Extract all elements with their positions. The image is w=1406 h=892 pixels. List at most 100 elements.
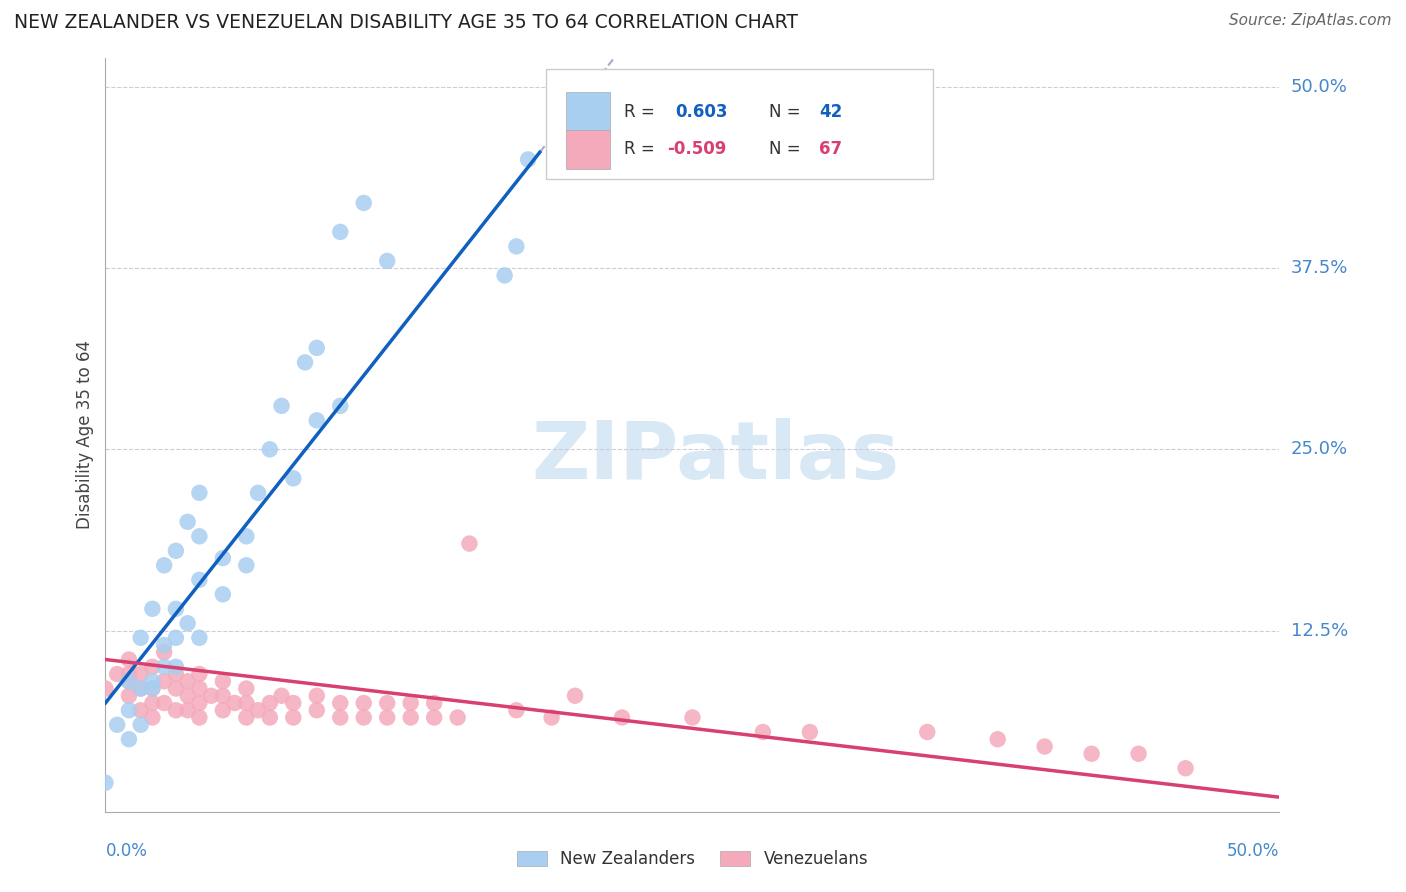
Text: 50.0%: 50.0% — [1291, 78, 1347, 96]
Point — [375, 710, 398, 724]
Point — [270, 689, 292, 703]
FancyBboxPatch shape — [565, 92, 610, 131]
Point — [129, 681, 152, 696]
Point — [188, 631, 211, 645]
Legend: New Zealanders, Venezuelans: New Zealanders, Venezuelans — [510, 844, 875, 875]
Text: Source: ZipAtlas.com: Source: ZipAtlas.com — [1229, 13, 1392, 29]
Point — [118, 667, 141, 681]
Point — [564, 689, 586, 703]
Point — [329, 225, 352, 239]
Point — [200, 689, 222, 703]
Point — [165, 544, 187, 558]
Point — [165, 703, 187, 717]
Text: N =: N = — [769, 140, 806, 159]
Point — [283, 471, 305, 485]
Point — [211, 587, 233, 601]
Point — [94, 681, 117, 696]
Point — [235, 558, 257, 573]
Point — [129, 631, 152, 645]
Point — [141, 681, 163, 696]
Point — [153, 696, 176, 710]
Point — [752, 725, 775, 739]
Point — [141, 710, 163, 724]
Text: NEW ZEALANDER VS VENEZUELAN DISABILITY AGE 35 TO 64 CORRELATION CHART: NEW ZEALANDER VS VENEZUELAN DISABILITY A… — [14, 13, 799, 32]
Point — [305, 413, 328, 427]
Point — [681, 710, 703, 724]
Point — [105, 667, 128, 681]
Point — [153, 558, 176, 573]
Point — [329, 710, 352, 724]
Point — [235, 696, 257, 710]
Point — [165, 631, 187, 645]
Text: ZIPatlas: ZIPatlas — [531, 418, 900, 497]
Point — [129, 681, 152, 696]
Y-axis label: Disability Age 35 to 64: Disability Age 35 to 64 — [76, 341, 94, 529]
Point — [211, 689, 233, 703]
Point — [141, 660, 163, 674]
Point — [235, 529, 257, 543]
Point — [283, 696, 305, 710]
Point — [305, 689, 328, 703]
Point — [494, 268, 516, 283]
Point — [165, 667, 187, 681]
Point — [188, 696, 211, 710]
Point — [294, 355, 316, 369]
Point — [446, 710, 468, 724]
Point — [423, 710, 446, 724]
Point — [118, 732, 141, 747]
Point — [176, 616, 198, 631]
Point — [305, 341, 328, 355]
Point — [211, 674, 233, 689]
Point — [517, 153, 540, 167]
Point — [329, 696, 352, 710]
Point — [188, 573, 211, 587]
Point — [224, 696, 246, 710]
Text: -0.509: -0.509 — [666, 140, 725, 159]
Point — [399, 710, 422, 724]
Point — [610, 710, 633, 724]
Point — [259, 696, 281, 710]
Text: 25.0%: 25.0% — [1291, 441, 1348, 458]
Point — [188, 529, 211, 543]
Text: 12.5%: 12.5% — [1291, 622, 1348, 640]
Point — [153, 674, 176, 689]
Point — [165, 660, 187, 674]
Point — [458, 536, 481, 550]
Point — [176, 703, 198, 717]
Point — [375, 253, 398, 268]
Point — [118, 652, 141, 666]
Point — [188, 681, 211, 696]
Point — [353, 196, 375, 211]
Point — [105, 717, 128, 731]
Text: 37.5%: 37.5% — [1291, 260, 1348, 277]
Point — [211, 551, 233, 566]
Text: N =: N = — [769, 103, 806, 120]
Point — [1033, 739, 1056, 754]
Point — [247, 703, 270, 717]
Point — [799, 725, 821, 739]
FancyBboxPatch shape — [546, 70, 934, 178]
Point — [165, 681, 187, 696]
Point — [375, 696, 398, 710]
Point — [305, 703, 328, 717]
Point — [1080, 747, 1102, 761]
Point — [505, 703, 527, 717]
Point — [176, 689, 198, 703]
Point — [141, 681, 163, 696]
Point — [153, 660, 176, 674]
Point — [118, 689, 141, 703]
Point — [141, 674, 163, 689]
Point — [118, 703, 141, 717]
Point — [987, 732, 1010, 747]
Point — [235, 681, 257, 696]
Point — [353, 696, 375, 710]
Point — [141, 696, 163, 710]
Text: 42: 42 — [820, 103, 842, 120]
Text: 0.0%: 0.0% — [105, 842, 148, 860]
Point — [1174, 761, 1197, 775]
Point — [153, 638, 176, 652]
Point — [129, 667, 152, 681]
Point — [423, 696, 446, 710]
Point — [270, 399, 292, 413]
Point — [118, 674, 141, 689]
